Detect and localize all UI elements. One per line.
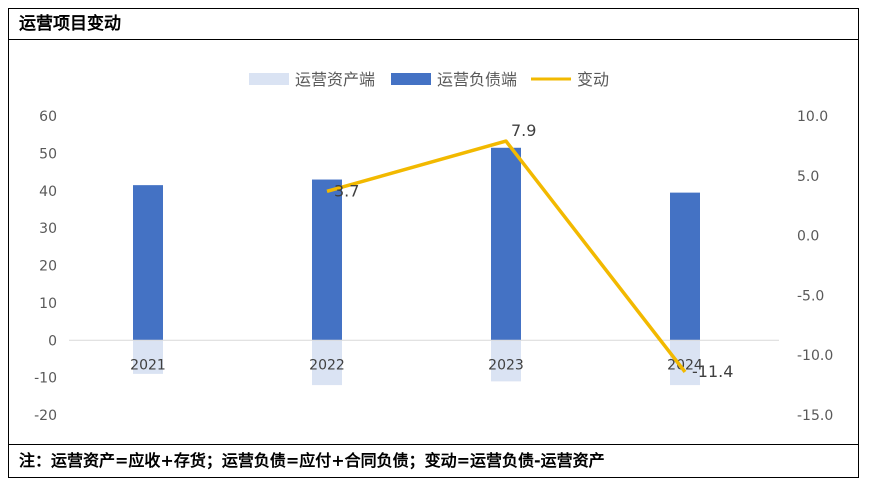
x-category-label: 2022 xyxy=(309,357,345,373)
chart-title: 运营项目变动 xyxy=(9,9,858,40)
y-left-tick-label: 20 xyxy=(39,259,57,275)
y-left-tick-label: 0 xyxy=(48,333,57,349)
y-left-tick-label: -10 xyxy=(34,371,57,387)
legend-swatch-liability xyxy=(391,73,431,85)
y-left-tick-label: 40 xyxy=(39,184,57,200)
y-left-tick-label: -20 xyxy=(34,408,57,424)
y-right-tick-label: 0.0 xyxy=(797,229,819,245)
liability-bar xyxy=(133,185,163,341)
liability-bar xyxy=(670,192,700,341)
y-right-tick-label: -5.0 xyxy=(797,288,824,304)
change-line xyxy=(326,139,687,374)
liability-bar xyxy=(491,147,521,341)
y-left-tick-label: 10 xyxy=(39,296,57,312)
x-category-label: 2023 xyxy=(488,357,524,373)
asset-bar xyxy=(312,340,342,386)
y-left-tick-label: 30 xyxy=(39,221,57,237)
change-data-label: 7.9 xyxy=(511,121,536,140)
y-right-tick-label: -10.0 xyxy=(797,348,833,364)
y-left-tick-label: 60 xyxy=(39,109,57,125)
y-right-tick-label: 10.0 xyxy=(797,109,828,125)
liability-bar xyxy=(312,179,342,341)
change-data-label: -11.4 xyxy=(692,362,733,381)
chart-canvas: 运营资产端 运营负债端 变动 60 50 40 30 20 10 0 -10 -20 10.0 5.… xyxy=(34,70,833,424)
x-category-label: 2021 xyxy=(130,357,166,373)
y-right-tick-label: -15.0 xyxy=(797,408,833,424)
asset-bar xyxy=(670,340,700,386)
legend: 运营资产端 运营负债端 变动 xyxy=(249,70,609,89)
y-right-tick-label: 5.0 xyxy=(797,169,819,185)
asset-bar xyxy=(491,340,521,382)
chart-frame: 运营项目变动 运营资产端 运营负债端 变动 60 50 40 30 20 10 0 -10 -2… xyxy=(8,8,859,478)
legend-swatch-asset xyxy=(249,73,289,85)
y-left-tick-label: 50 xyxy=(39,146,57,162)
legend-label-asset: 运营资产端 xyxy=(295,70,375,89)
footer-note: 注：运营资产=应收+存货；运营负债=应付+合同负债；变动=运营负债-运营资产 xyxy=(9,444,858,477)
legend-label-change: 变动 xyxy=(577,70,609,89)
change-data-label: 3.7 xyxy=(334,181,359,200)
asset-bar xyxy=(133,340,163,374)
legend-label-liability: 运营负债端 xyxy=(437,70,517,89)
